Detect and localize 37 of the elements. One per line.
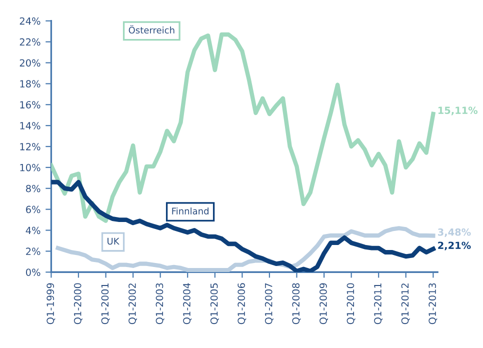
x-tick-label: Q1-2005 bbox=[210, 283, 219, 324]
x-tick-label: Q1-1999 bbox=[46, 283, 56, 324]
y-tick-label: 6% bbox=[26, 206, 40, 214]
x-tick-label: Q1-2008 bbox=[292, 283, 301, 324]
data-label: 3,48% bbox=[438, 228, 471, 237]
y-tick-label: 16% bbox=[20, 101, 40, 108]
x-tick-label: Q1-2001 bbox=[101, 283, 110, 324]
x-tick-label: Q1-2011 bbox=[374, 283, 383, 324]
y-tick-label: 18% bbox=[20, 80, 40, 88]
x-tick-label: Q1-2012 bbox=[401, 284, 410, 324]
y-tick-label: 12% bbox=[20, 142, 40, 150]
data-label: 15,11% bbox=[438, 106, 478, 116]
x-tick-label: Q1-2002 bbox=[128, 284, 137, 324]
y-tick-label: 8% bbox=[26, 184, 40, 192]
line-series bbox=[51, 180, 436, 272]
series-label: Finnland bbox=[172, 207, 208, 214]
x-tick-label: Q1-2010 bbox=[346, 283, 356, 324]
x-tick-label: Q1-2007 bbox=[264, 283, 274, 324]
y-tick-label: 2% bbox=[26, 248, 40, 256]
x-tick-label: Q1-2004 bbox=[183, 283, 192, 324]
y-tick-label: 20% bbox=[20, 59, 40, 67]
line-series bbox=[56, 226, 436, 272]
y-tick-label: 10% bbox=[20, 164, 40, 172]
x-tick-label: Q1-2006 bbox=[238, 283, 246, 324]
y-tick-label: 0% bbox=[26, 268, 40, 276]
data-label: 2,21% bbox=[438, 242, 471, 250]
y-tick-label: 22% bbox=[20, 38, 40, 46]
text: Österreich bbox=[128, 25, 174, 34]
y-tick-label: 4% bbox=[26, 226, 40, 234]
x-tick-label: Q1-2009 bbox=[320, 283, 328, 324]
x-tick-label: Q1-2013 bbox=[428, 283, 438, 324]
y-tick-label: 24% bbox=[20, 17, 40, 25]
text: UK bbox=[108, 238, 120, 245]
y-tick-label: 14% bbox=[20, 122, 40, 130]
x-tick-label: Q1-2000 bbox=[74, 283, 82, 324]
line-series bbox=[51, 32, 436, 223]
x-tick-label: Q1-2003 bbox=[156, 283, 164, 324]
